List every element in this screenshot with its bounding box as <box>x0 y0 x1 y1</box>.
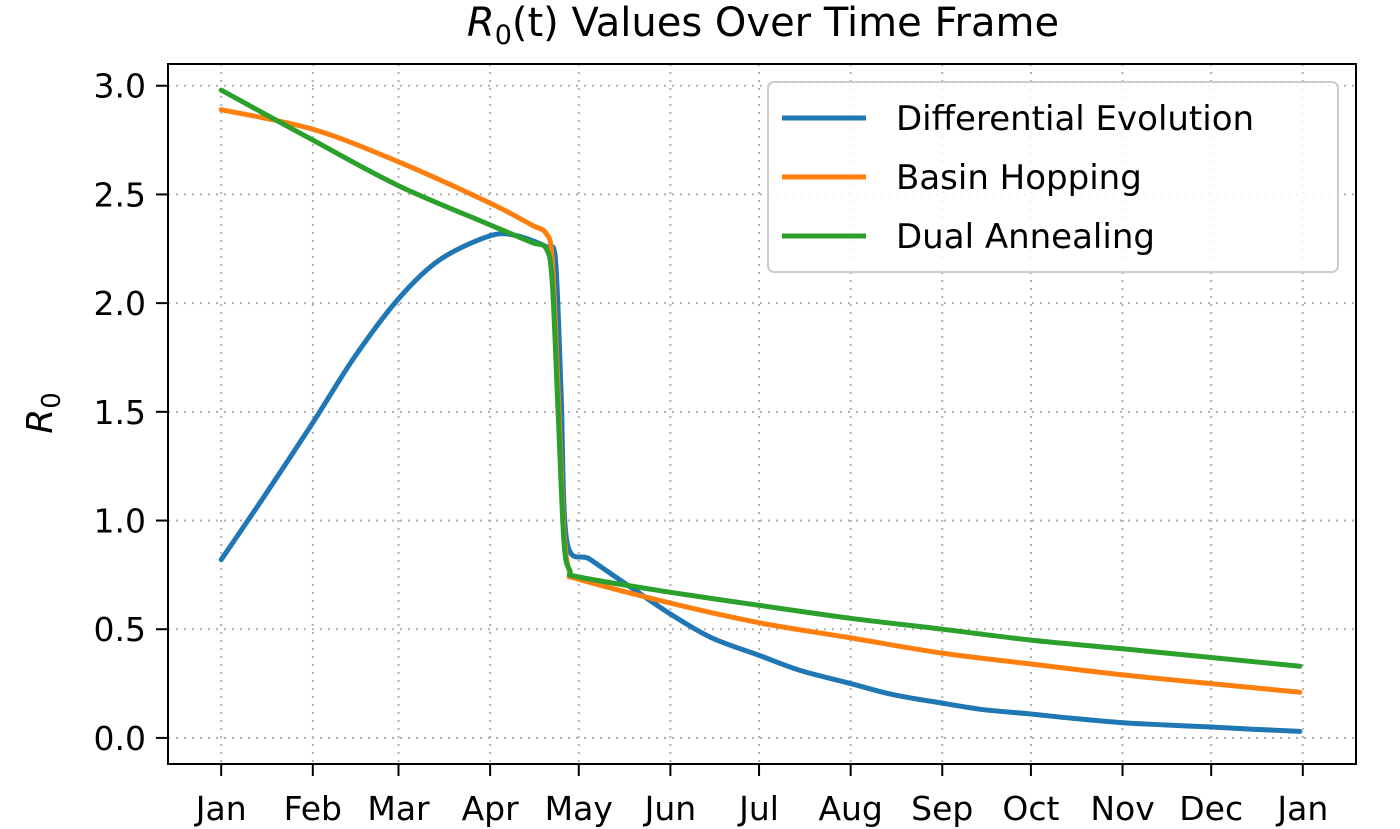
y-axis-label: R0 <box>20 392 67 434</box>
x-tick-label: Jun <box>643 789 697 828</box>
y-axis-label-sub: 0 <box>37 392 67 409</box>
chart-title-paren: (t) <box>512 0 559 46</box>
x-tick-label: Jul <box>737 789 779 828</box>
y-axis-label-main: R <box>20 409 61 434</box>
legend: Differential Evolution Basin Hopping Dual … <box>767 81 1339 273</box>
legend-label-differential-evolution: Differential Evolution <box>896 99 1254 139</box>
x-tick-label: Feb <box>284 789 342 828</box>
x-tick-label: Jan <box>194 789 247 828</box>
chart-title-sub: 0 <box>495 20 512 51</box>
x-tick-label: Jan <box>1275 789 1328 828</box>
y-tick-label: 3.0 <box>94 67 146 106</box>
x-tick-label: May <box>545 789 613 828</box>
x-tick-label: Mar <box>367 789 430 828</box>
x-tick-label: Nov <box>1090 789 1154 828</box>
y-tick-label: 1.0 <box>94 502 146 541</box>
legend-label-basin-hopping: Basin Hopping <box>896 158 1142 198</box>
y-tick-label: 0.0 <box>94 719 146 758</box>
y-tick-label: 2.0 <box>94 284 146 323</box>
chart-title: R0(t) Values Over Time Frame <box>467 0 1059 51</box>
series-line-differential-evolution <box>218 231 1303 734</box>
grid <box>168 64 1356 764</box>
plot-frame <box>167 63 1357 765</box>
series-lines <box>218 87 1303 734</box>
x-tick-label: Aug <box>818 789 882 828</box>
legend-box <box>767 81 1339 273</box>
x-tick-label: Oct <box>1002 789 1059 828</box>
x-tick-label: Sep <box>911 789 973 828</box>
chart-title-main: R <box>467 0 495 46</box>
series-line-dual-annealing <box>218 87 1303 669</box>
x-tick-label: Dec <box>1179 789 1243 828</box>
chart-title-rest: Values Over Time Frame <box>559 0 1059 46</box>
axis-ticks: Jan Feb Mar Apr May Jun Jul Aug Sep Oct Nov Dec Jan 0… <box>94 67 1329 828</box>
y-tick-label: 1.5 <box>94 393 146 432</box>
y-tick-label: 0.5 <box>94 610 146 649</box>
x-tick-label: Apr <box>462 789 520 828</box>
legend-label-dual-annealing: Dual Annealing <box>896 217 1155 257</box>
y-tick-label: 2.5 <box>94 175 146 214</box>
